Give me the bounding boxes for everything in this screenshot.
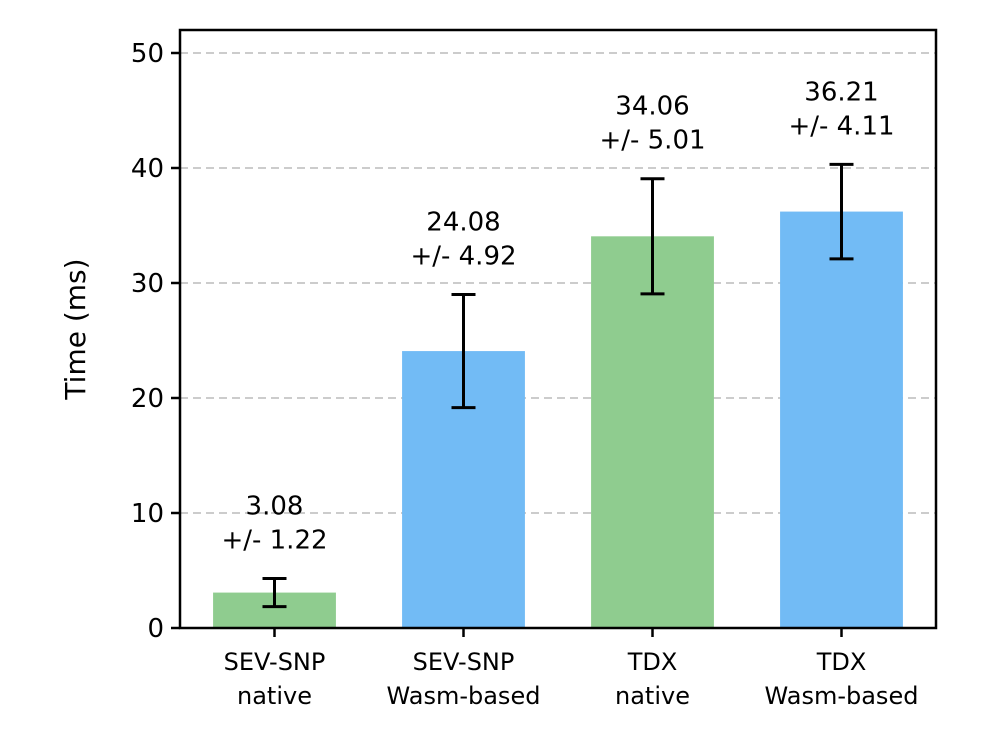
y-tick-label: 0 [147,614,164,644]
x-tick-label: Wasm-based [387,682,541,710]
data-label-value: 36.21 [804,77,878,107]
x-tick-label: native [615,682,690,710]
y-tick-label: 50 [131,39,164,69]
x-tick-label: Wasm-based [765,682,919,710]
x-tick-label: native [237,682,312,710]
x-axis: SEV-SNP native SEV-SNP Wasm-based TDX native T… [224,628,919,710]
x-tick-label: SEV-SNP [413,648,515,676]
data-label-error: +/- 1.22 [221,526,327,556]
data-label-value: 34.06 [615,92,689,122]
x-tick-label: SEV-SNP [224,648,326,676]
data-label-value: 24.08 [426,208,500,238]
data-labels: 3.08 +/- 1.22 24.08 +/- 4.92 34.06 +/- 5.01 36… [221,77,894,555]
plot-frame [178,28,938,630]
x-tick-label: TDX [627,648,678,676]
y-tick-label: 10 [131,499,164,529]
y-axis: 0 10 20 30 40 50 [131,39,180,644]
y-tick-label: 20 [131,384,164,414]
y-tick-label: 30 [131,269,164,299]
data-label-error: +/- 4.92 [410,242,516,272]
bar [780,211,903,628]
y-tick-label: 40 [131,154,164,184]
y-axis-label: Time (ms) [59,258,92,400]
data-label-error: +/- 5.01 [599,126,705,156]
bars [213,211,903,628]
data-label-value: 3.08 [246,492,304,522]
x-tick-label: TDX [816,648,867,676]
bar [591,236,714,628]
error-bars [262,162,854,609]
data-label-error: +/- 4.11 [788,111,894,141]
